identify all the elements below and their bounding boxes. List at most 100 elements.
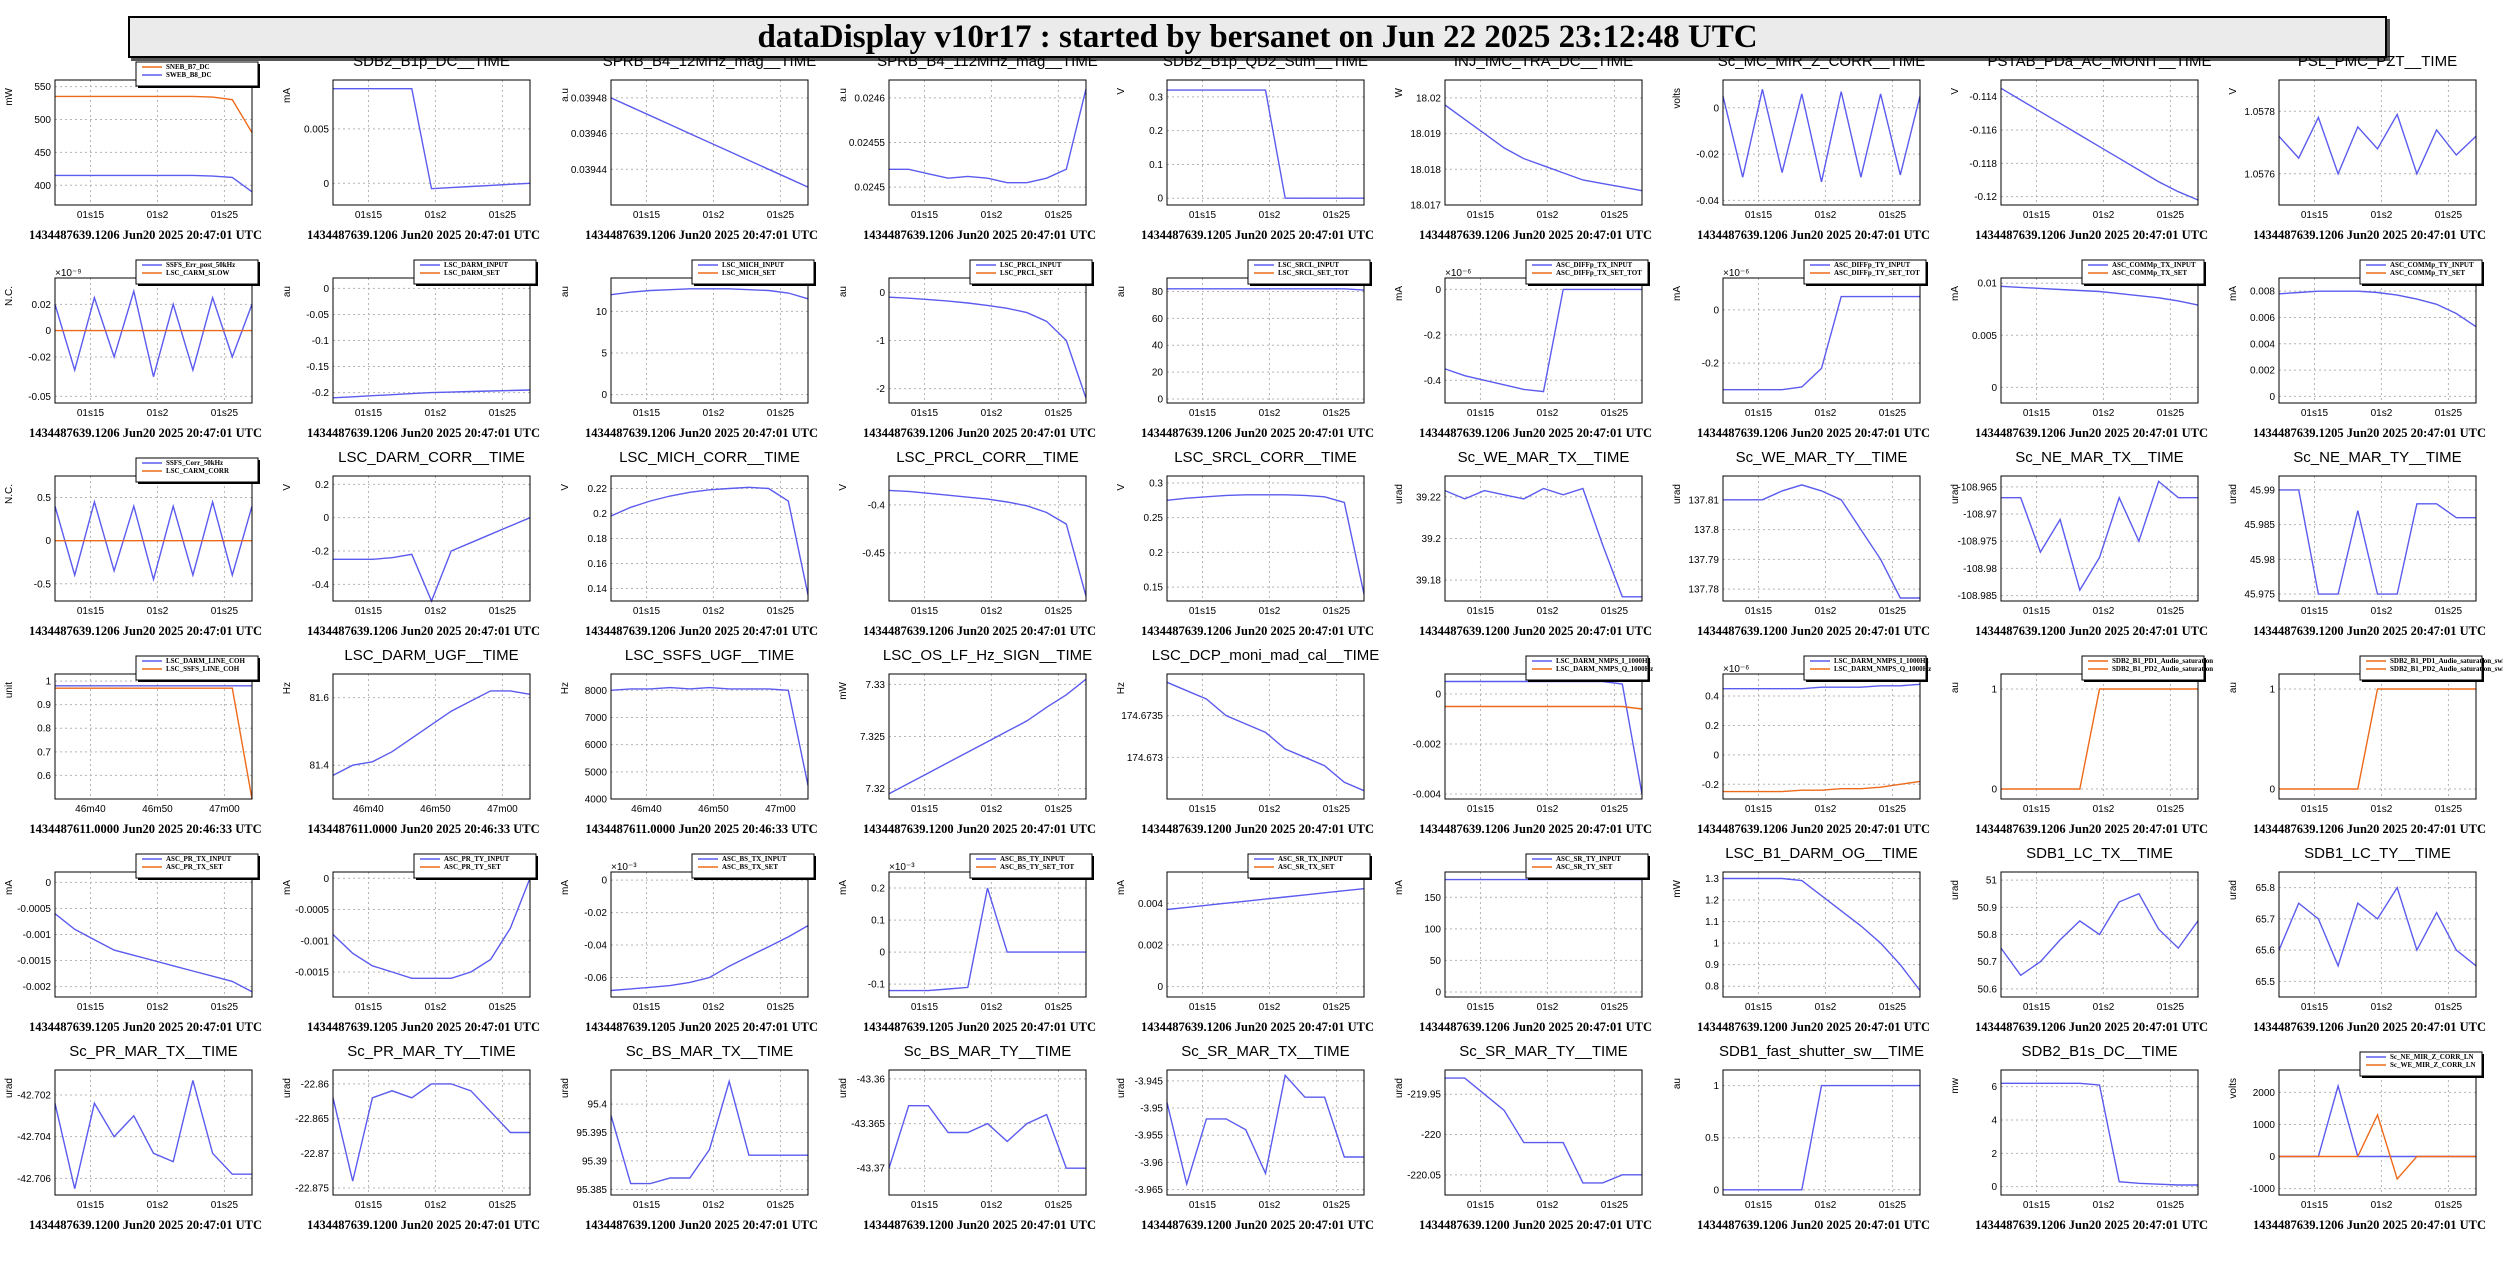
x-tick-label: 01s25 bbox=[489, 1200, 517, 1211]
y-tick-label: 0 bbox=[323, 513, 329, 524]
series-line bbox=[2279, 1112, 2476, 1181]
chart-title: Sc_BS_MAR_TY__TIME bbox=[904, 1043, 1072, 1060]
legend-label: LSC_CARM_SLOW bbox=[166, 269, 229, 277]
chart-svg: 400 450 500 550 01s15 01s2 01s25 mW SNEB_B7_DCSW… bbox=[4, 61, 262, 242]
chart-svg: 0 1 01s15 01s2 01s25 au SDB2_B1_PD1_Audio_satu… bbox=[1950, 655, 2213, 836]
y-tick-label: 1 bbox=[45, 677, 51, 688]
chart-svg: SDB1_LC_TY__TIME 65.5 65.6 65.7 65.8 01s15 01s… bbox=[2228, 845, 2486, 1034]
chart-svg: 0 0.005 0.01 01s15 01s2 01s25 mA ASC_COMMp_TX_I… bbox=[1950, 259, 2208, 440]
y-axis-label: urad bbox=[4, 1078, 15, 1098]
legend-label: ASC_COMMp_TY_INPUT bbox=[2390, 261, 2474, 269]
x-tick-label: 01s15 bbox=[2023, 1200, 2051, 1211]
x-tick-label: 01s15 bbox=[633, 1200, 661, 1211]
y-tick-label: -0.004 bbox=[1413, 790, 1442, 801]
y-tick-label: 95.39 bbox=[582, 1156, 607, 1167]
chart-panel: LSC_DARM_CORR__TIME -0.4 -0.2 0 0.2 01s15 01s2… bbox=[278, 449, 556, 664]
legend-label: Sc_NE_MIR_Z_CORR_LN bbox=[2390, 1053, 2474, 1061]
chart-panel: LSC_DCP_moni_mad_cal__TIME 174.673 174.673… bbox=[1112, 647, 1390, 862]
x-tick-label: 01s15 bbox=[355, 1002, 383, 1013]
chart-svg: Sc_MC_MIR_Z_CORR__TIME -0.04 -0.02 0 01s15 01… bbox=[1672, 53, 1930, 242]
chart-panel: -0.2 0 01s15 01s2 01s25 mA ×10⁻⁶ ASC_DIFFp_TY_I… bbox=[1668, 259, 1946, 466]
y-axis-label: mA bbox=[4, 880, 15, 895]
x-tick-label: 01s2 bbox=[1259, 408, 1281, 419]
plot-frame bbox=[2000, 673, 2199, 800]
timestamp-label: 1434487639.1206 Jun20 2025 20:47:01 UTC bbox=[1419, 426, 1652, 440]
series-line bbox=[1167, 288, 1365, 291]
timestamp-label: 1434487639.1206 Jun20 2025 20:47:01 UTC bbox=[1419, 822, 1652, 836]
y-tick-label: 0 bbox=[45, 878, 51, 889]
plot-frame bbox=[888, 1069, 1087, 1196]
chart-svg: 0 5 10 01s15 01s2 01s25 au LSC_MICH_INPUTLSC_MI… bbox=[560, 259, 818, 440]
chart-panel: -0.5 0 0.5 01s15 01s2 01s25 N.C. SSFS_Corr_50kH… bbox=[0, 457, 278, 664]
legend-box bbox=[2359, 1051, 2483, 1077]
y-tick-label: 65.5 bbox=[2256, 977, 2276, 988]
legend-label: ASC_BS_TY_SET_TOT bbox=[1000, 863, 1075, 871]
timestamp-label: 1434487639.1200 Jun20 2025 20:47:01 UTC bbox=[307, 1218, 540, 1232]
chart-panel: Sc_NE_MAR_TY__TIME 45.975 45.98 45.985 45.99… bbox=[2224, 449, 2502, 664]
legend-label: ASC_SR_TX_SET bbox=[1278, 863, 1335, 871]
y-axis-label: urad bbox=[2228, 484, 2239, 504]
y-tick-label: 50.7 bbox=[1978, 957, 1998, 968]
x-tick-label: 01s2 bbox=[2371, 408, 2393, 419]
series-line bbox=[1166, 1073, 1364, 1187]
chart-svg: Sc_WE_MAR_TX__TIME 39.18 39.2 39.22 01s15 01s… bbox=[1394, 449, 1652, 638]
chart-title: Sc_SR_MAR_TY__TIME bbox=[1459, 1043, 1627, 1060]
timestamp-label: 1434487639.1206 Jun20 2025 20:47:01 UTC bbox=[307, 228, 540, 242]
series-line bbox=[888, 678, 1087, 795]
y-axis-label: au bbox=[838, 286, 849, 297]
series-line bbox=[610, 486, 809, 595]
series-line bbox=[610, 288, 809, 300]
x-tick-label: 01s25 bbox=[1323, 210, 1351, 221]
x-tick-label: 01s15 bbox=[2301, 408, 2329, 419]
timestamp-label: 1434487639.1200 Jun20 2025 20:47:01 UTC bbox=[863, 1218, 1096, 1232]
plot-frame bbox=[332, 277, 531, 404]
plot-frame bbox=[1444, 871, 1643, 998]
legend-box bbox=[2359, 259, 2483, 285]
chart-svg: 0 0.002 0.004 01s15 01s2 01s25 mA ASC_SR_TX_INP… bbox=[1116, 853, 1374, 1034]
y-tick-label: 0.14 bbox=[588, 584, 608, 595]
x-tick-label: 01s25 bbox=[2157, 606, 2185, 617]
timestamp-label: 1434487639.1205 Jun20 2025 20:47:01 UTC bbox=[1141, 228, 1374, 242]
y-tick-label: 45.98 bbox=[2250, 555, 2275, 566]
x-tick-label: 01s15 bbox=[1745, 606, 1773, 617]
series-line bbox=[1723, 1084, 1920, 1191]
plot-frame bbox=[332, 475, 531, 602]
x-tick-label: 01s15 bbox=[633, 1002, 661, 1013]
x-tick-label: 01s2 bbox=[981, 1200, 1003, 1211]
chart-panel: Sc_BS_MAR_TX__TIME 95.385 95.39 95.395 95.4 0… bbox=[556, 1043, 834, 1258]
timestamp-label: 1434487639.1206 Jun20 2025 20:47:01 UTC bbox=[1975, 426, 2208, 440]
series-line bbox=[55, 174, 253, 193]
x-tick-label: 01s15 bbox=[77, 210, 105, 221]
y-tick-label: 0.0246 bbox=[854, 93, 885, 104]
x-tick-label: 01s15 bbox=[77, 408, 105, 419]
x-tick-label: 01s15 bbox=[633, 210, 661, 221]
legend-box bbox=[1525, 655, 1649, 681]
timestamp-label: 1434487611.0000 Jun20 2025 20:46:33 UTC bbox=[29, 822, 261, 836]
y-tick-label: 39.2 bbox=[1422, 534, 1442, 545]
y-axis-label: mA bbox=[1116, 880, 1127, 895]
chart-svg: Sc_NE_MAR_TY__TIME 45.975 45.98 45.985 45.99… bbox=[2228, 449, 2486, 638]
series-line bbox=[610, 1078, 808, 1185]
legend-box bbox=[135, 259, 259, 285]
y-tick-label: 0 bbox=[1991, 1182, 1997, 1193]
chart-title: LSC_DARM_CORR__TIME bbox=[338, 449, 525, 466]
series-line bbox=[889, 887, 1086, 992]
y-tick-label: -0.0015 bbox=[17, 956, 51, 967]
legend-box bbox=[691, 853, 815, 879]
y-tick-label: -1000 bbox=[2249, 1184, 2275, 1195]
y-tick-label: 0 bbox=[2269, 785, 2275, 796]
chart-panel: Sc_WE_MAR_TX__TIME 39.18 39.2 39.22 01s15 01s… bbox=[1390, 449, 1668, 664]
legend-label: LSC_DARM_NMPS_I_1000Hz bbox=[1556, 657, 1651, 665]
chart-panel: SPRB_B4_12MHz_mag__TIME 0.03944 0.03946 0.0… bbox=[556, 53, 834, 268]
y-axis-label: au bbox=[1950, 682, 1961, 693]
y-tick-label: 0.008 bbox=[2250, 287, 2275, 298]
chart-svg: SDB2_B1s_DC__TIME 0 2 4 6 01s15 01s2 01s25 mw 143… bbox=[1950, 1043, 2208, 1232]
series-line bbox=[332, 389, 531, 399]
axis-exponent: ×10⁻⁶ bbox=[1723, 268, 1749, 279]
series-line bbox=[1445, 705, 1643, 710]
timestamp-label: 1434487639.1200 Jun20 2025 20:47:01 UTC bbox=[1419, 1218, 1652, 1232]
chart-title: Sc_WE_MAR_TX__TIME bbox=[1458, 449, 1630, 466]
x-tick-label: 01s15 bbox=[911, 1002, 939, 1013]
timestamp-label: 1434487639.1200 Jun20 2025 20:47:01 UTC bbox=[1697, 624, 1930, 638]
y-tick-label: 0.2 bbox=[1705, 721, 1719, 732]
